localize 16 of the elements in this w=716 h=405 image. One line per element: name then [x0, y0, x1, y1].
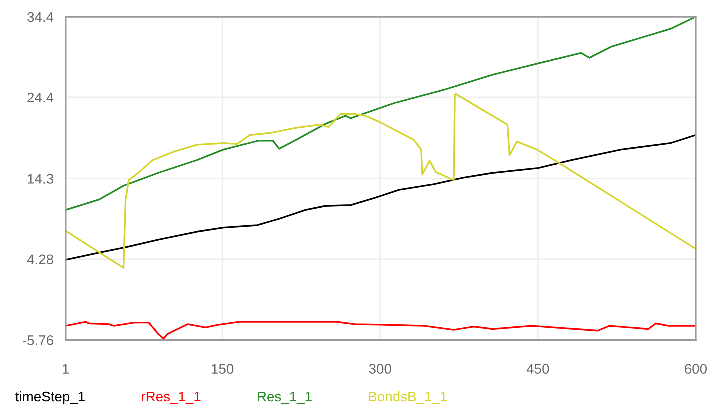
- y-tick-label: 4.28: [27, 254, 54, 265]
- y-tick-label: 14.3: [28, 174, 54, 184]
- x-tick-label: 450: [526, 364, 550, 374]
- x-tick-label: 300: [369, 364, 392, 374]
- x-tick-label: 600: [685, 364, 707, 374]
- y-tick-label: -5.76: [23, 336, 54, 346]
- text: Res_1_1: [258, 392, 312, 404]
- x-tick-label: 1: [63, 364, 70, 374]
- y-tick-label: 34.4: [28, 12, 54, 22]
- line-series: [66, 134, 696, 261]
- text: timeStep_1: [16, 391, 85, 404]
- text: rRes_1_1: [142, 392, 201, 404]
- y-tick-label: 24.4: [28, 92, 54, 103]
- x-tick-label: 150: [212, 364, 234, 374]
- text: BondsB_1_1: [369, 391, 447, 404]
- line-series: [66, 93, 696, 269]
